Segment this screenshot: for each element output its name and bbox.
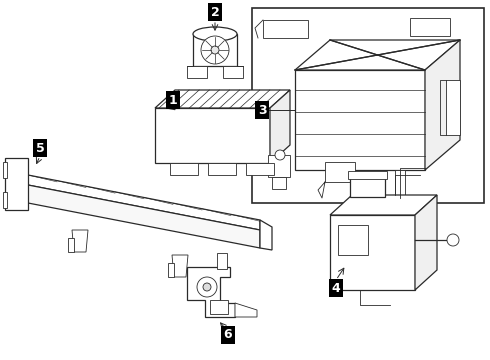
Text: 5: 5 <box>36 141 45 154</box>
Polygon shape <box>330 195 437 215</box>
Bar <box>217 253 227 269</box>
Bar <box>325 162 355 182</box>
Bar <box>246 163 274 175</box>
Text: 3: 3 <box>258 104 266 117</box>
Polygon shape <box>172 255 188 277</box>
Bar <box>348 171 387 179</box>
Text: 4: 4 <box>332 282 341 294</box>
Bar <box>155 108 270 163</box>
Bar <box>330 215 415 290</box>
Bar <box>338 225 368 255</box>
Bar <box>350 177 385 197</box>
Bar <box>208 163 236 175</box>
Polygon shape <box>28 185 260 248</box>
Polygon shape <box>187 267 235 317</box>
Polygon shape <box>295 40 460 70</box>
Polygon shape <box>415 195 437 290</box>
Bar <box>223 66 243 78</box>
Circle shape <box>211 46 219 54</box>
Bar <box>272 177 286 189</box>
Polygon shape <box>235 303 257 317</box>
Polygon shape <box>68 238 74 252</box>
Bar <box>193 34 237 66</box>
Circle shape <box>201 36 229 64</box>
Polygon shape <box>425 40 460 170</box>
Bar <box>395 170 405 195</box>
Polygon shape <box>5 158 28 210</box>
Polygon shape <box>3 192 7 208</box>
Polygon shape <box>168 263 174 277</box>
Bar <box>263 20 308 38</box>
Bar <box>210 300 228 314</box>
Polygon shape <box>270 90 290 163</box>
Polygon shape <box>155 90 290 108</box>
Text: 6: 6 <box>224 328 232 342</box>
Circle shape <box>203 283 211 291</box>
Bar <box>410 18 450 36</box>
Text: 2: 2 <box>211 5 220 18</box>
Circle shape <box>197 277 217 297</box>
Bar <box>446 80 460 135</box>
Circle shape <box>447 234 459 246</box>
Polygon shape <box>3 162 7 178</box>
Ellipse shape <box>193 27 237 41</box>
Polygon shape <box>72 230 88 252</box>
Bar <box>268 155 290 177</box>
Bar <box>252 8 484 203</box>
Bar <box>170 163 198 175</box>
Bar <box>295 70 425 170</box>
Polygon shape <box>260 220 272 250</box>
Circle shape <box>275 150 285 160</box>
Text: 1: 1 <box>169 94 177 107</box>
Bar <box>187 66 207 78</box>
Polygon shape <box>28 175 260 230</box>
